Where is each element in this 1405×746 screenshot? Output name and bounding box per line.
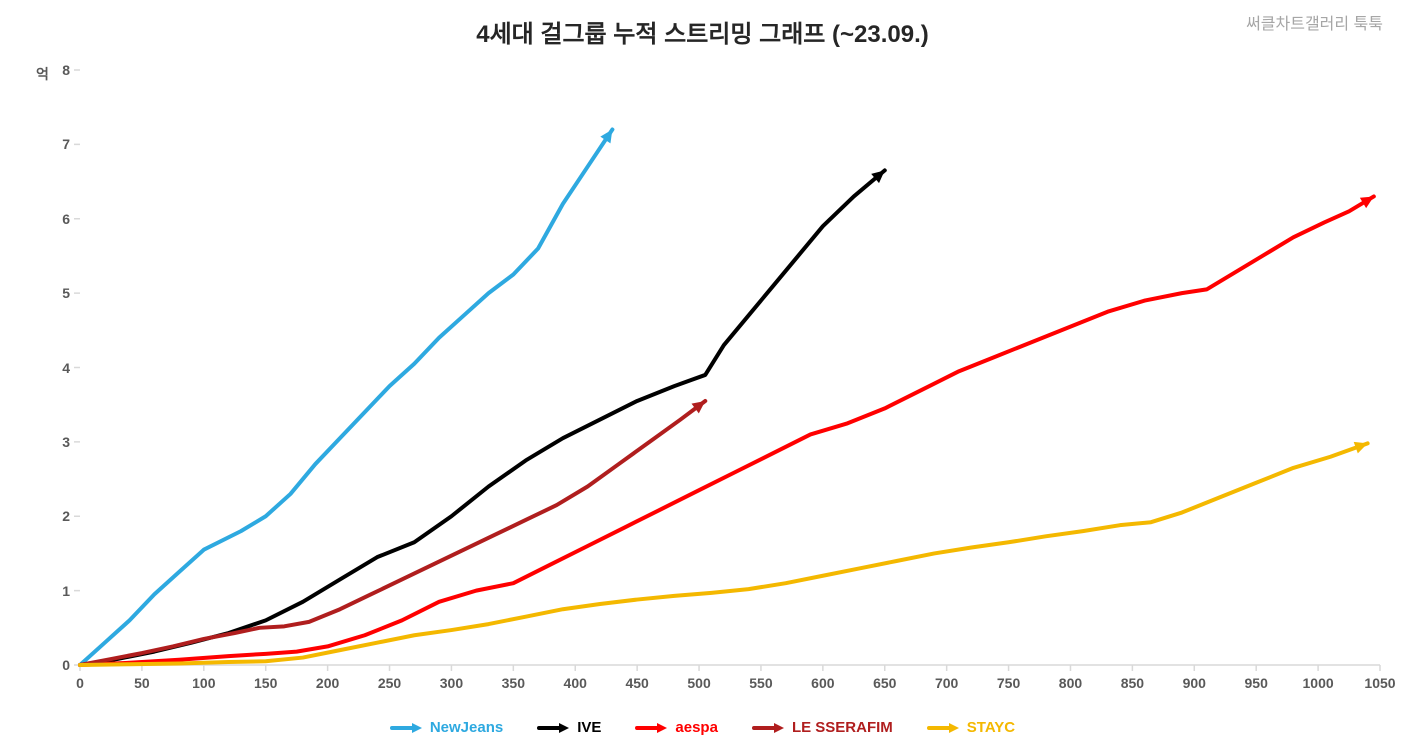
y-tick-label: 3 (62, 434, 70, 450)
x-tick-label: 900 (1183, 675, 1206, 691)
y-tick-label: 0 (62, 657, 70, 673)
series-arrowhead (1354, 442, 1368, 453)
x-tick-label: 400 (564, 675, 587, 691)
x-tick-label: 700 (935, 675, 958, 691)
plot-svg (0, 0, 1405, 746)
legend-item: IVE (537, 719, 601, 736)
x-tick-label: 250 (378, 675, 401, 691)
x-tick-label: 850 (1121, 675, 1144, 691)
x-tick-label: 1000 (1303, 675, 1334, 691)
legend-label: STAYC (967, 719, 1015, 736)
x-tick-label: 0 (76, 675, 84, 691)
legend-label: LE SSERAFIM (792, 719, 893, 736)
x-tick-label: 450 (625, 675, 648, 691)
x-tick-label: 300 (440, 675, 463, 691)
x-tick-label: 600 (811, 675, 834, 691)
y-tick-label: 1 (62, 583, 70, 599)
x-tick-label: 150 (254, 675, 277, 691)
legend: NewJeans IVE aespa LE SSERAFIM STAYC (0, 719, 1405, 736)
legend-item: LE SSERAFIM (752, 719, 893, 736)
legend-arrow-icon (752, 720, 786, 736)
legend-item: NewJeans (390, 719, 503, 736)
x-tick-label: 1050 (1364, 675, 1395, 691)
legend-arrow-icon (927, 720, 961, 736)
legend-arrow-icon (390, 720, 424, 736)
legend-arrow-icon (635, 720, 669, 736)
y-tick-label: 5 (62, 285, 70, 301)
series-line (80, 196, 1374, 665)
y-tick-label: 2 (62, 508, 70, 524)
legend-arrow-icon (537, 720, 571, 736)
chart-container: 4세대 걸그룹 누적 스트리밍 그래프 (~23.09.) 써클차트갤러리 툭툭… (0, 0, 1405, 746)
x-tick-label: 950 (1245, 675, 1268, 691)
y-tick-label: 7 (62, 136, 70, 152)
x-tick-label: 200 (316, 675, 339, 691)
y-tick-label: 6 (62, 211, 70, 227)
y-tick-label: 4 (62, 360, 70, 376)
x-tick-label: 800 (1059, 675, 1082, 691)
x-tick-label: 500 (687, 675, 710, 691)
legend-label: aespa (675, 719, 718, 736)
x-tick-label: 750 (997, 675, 1020, 691)
y-tick-label: 8 (62, 62, 70, 78)
x-tick-label: 50 (134, 675, 150, 691)
legend-item: STAYC (927, 719, 1015, 736)
x-tick-label: 550 (749, 675, 772, 691)
legend-label: NewJeans (430, 719, 503, 736)
legend-item: aespa (635, 719, 718, 736)
x-tick-label: 350 (502, 675, 525, 691)
legend-label: IVE (577, 719, 601, 736)
x-tick-label: 650 (873, 675, 896, 691)
series-line (80, 130, 612, 666)
x-tick-label: 100 (192, 675, 215, 691)
